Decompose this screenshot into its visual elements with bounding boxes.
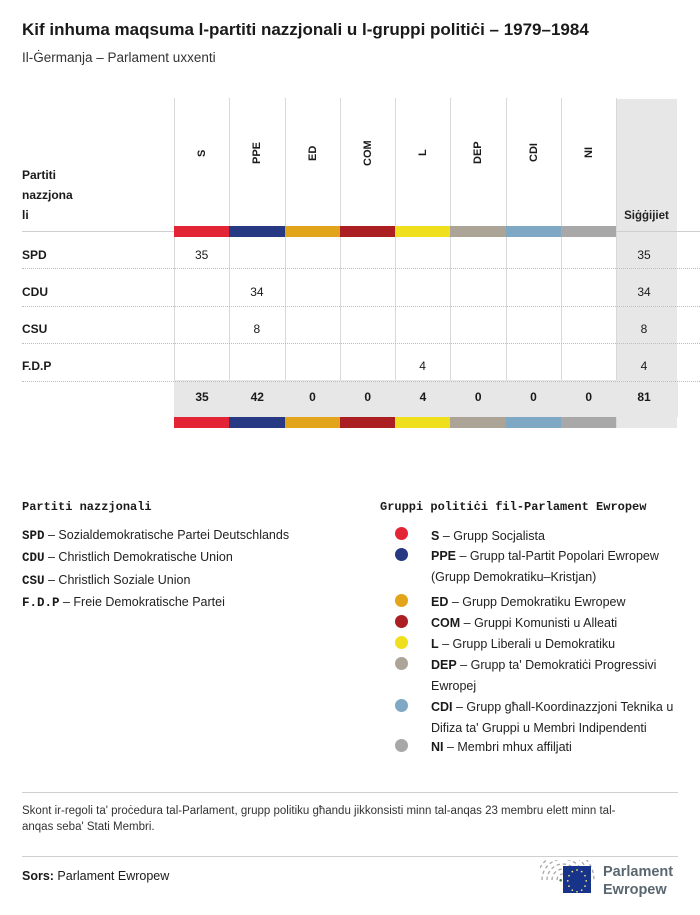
svg-text:Parlament: Parlament bbox=[603, 864, 673, 880]
svg-text:Ewropew: Ewropew bbox=[603, 882, 667, 898]
